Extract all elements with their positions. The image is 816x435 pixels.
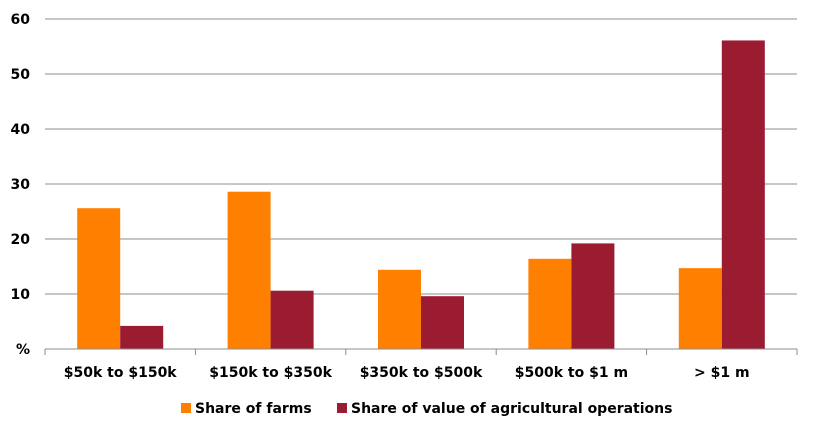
bars (77, 40, 765, 349)
x-axis-labels: $50k to $150k $150k to $350k $350k to $500… (64, 365, 750, 381)
y-tick-label: 30 (11, 177, 31, 193)
bar-share-of-value-3 (571, 243, 615, 349)
x-tick-label: $350k to $500k (360, 365, 483, 381)
bar-share-of-farms-0 (77, 208, 121, 349)
legend-swatch (337, 403, 347, 413)
y-tick-label: 10 (11, 287, 31, 303)
y-tick-label: 40 (11, 122, 31, 138)
x-axis (44, 348, 798, 355)
bar-share-of-farms-3 (528, 258, 572, 349)
bar-share-of-farms-1 (227, 191, 271, 349)
gridlines (45, 18, 797, 295)
bar-share-of-value-2 (421, 296, 464, 349)
x-tick-label: > $1 m (694, 365, 750, 381)
bar-share-of-farms-2 (378, 269, 421, 349)
y-tick-label: 60 (11, 12, 31, 28)
legend-label: Share of value of agricultural operation… (351, 401, 672, 417)
y-axis-ticks: % 10 20 30 40 50 60 (11, 12, 31, 358)
x-tick-label: $150k to $350k (209, 365, 332, 381)
legend-label: Share of farms (195, 401, 312, 417)
legend: Share of farms Share of value of agricult… (181, 401, 672, 417)
x-tick-label: $50k to $150k (64, 365, 178, 381)
y-tick-label: 50 (11, 67, 31, 83)
x-tick-label: $500k to $1 m (515, 365, 628, 381)
bar-share-of-farms-4 (678, 268, 722, 349)
y-tick-label: % (16, 342, 30, 358)
y-tick-label: 20 (11, 232, 31, 248)
bar-share-of-value-4 (721, 40, 765, 349)
bar-share-of-value-0 (120, 325, 164, 349)
bar-share-of-value-1 (270, 290, 314, 349)
legend-swatch (181, 403, 191, 413)
